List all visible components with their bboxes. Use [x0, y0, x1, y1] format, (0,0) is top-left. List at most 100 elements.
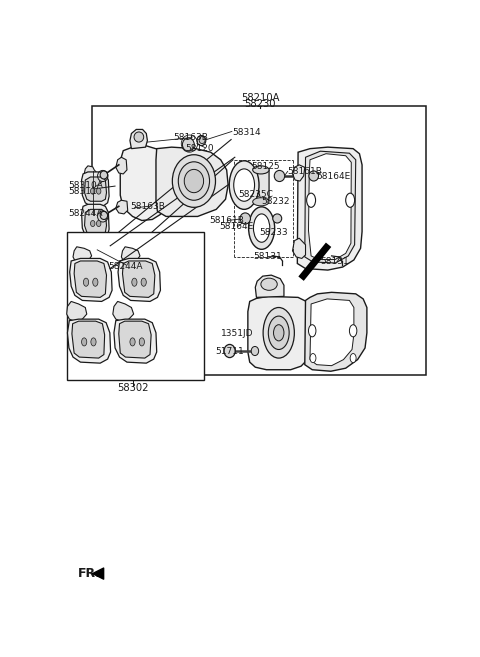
Polygon shape	[116, 200, 128, 214]
Text: 58311: 58311	[68, 187, 97, 196]
Ellipse shape	[82, 338, 87, 346]
Polygon shape	[82, 172, 109, 206]
Ellipse shape	[263, 307, 294, 358]
Text: 58161B: 58161B	[209, 216, 244, 225]
Text: 58233: 58233	[259, 228, 288, 237]
Ellipse shape	[141, 278, 146, 286]
Ellipse shape	[139, 338, 144, 346]
Text: 58302: 58302	[117, 384, 148, 394]
Ellipse shape	[172, 155, 216, 208]
Text: 58314: 58314	[232, 129, 261, 137]
Ellipse shape	[346, 193, 355, 208]
Polygon shape	[74, 261, 107, 298]
Text: 58163B: 58163B	[173, 133, 208, 142]
Text: 51711: 51711	[216, 346, 244, 355]
Polygon shape	[116, 157, 127, 174]
Text: 58230: 58230	[244, 99, 276, 109]
Polygon shape	[118, 258, 160, 302]
Text: 58232: 58232	[262, 197, 290, 206]
Ellipse shape	[184, 170, 204, 193]
Polygon shape	[309, 154, 351, 260]
Ellipse shape	[274, 325, 284, 341]
Ellipse shape	[224, 344, 235, 357]
Text: 58310A: 58310A	[68, 181, 103, 190]
Ellipse shape	[273, 214, 282, 223]
Ellipse shape	[253, 214, 270, 242]
Polygon shape	[156, 147, 228, 216]
Ellipse shape	[199, 137, 205, 144]
Ellipse shape	[249, 207, 275, 249]
Polygon shape	[297, 147, 362, 270]
Text: 58164E: 58164E	[317, 173, 351, 181]
Polygon shape	[248, 296, 310, 370]
Ellipse shape	[182, 138, 194, 151]
Polygon shape	[73, 247, 92, 263]
Polygon shape	[120, 146, 170, 221]
Ellipse shape	[240, 213, 251, 224]
Polygon shape	[292, 238, 305, 258]
Polygon shape	[310, 299, 354, 366]
Polygon shape	[113, 302, 133, 322]
Polygon shape	[82, 204, 109, 238]
Ellipse shape	[197, 135, 206, 146]
Text: 58131: 58131	[321, 258, 349, 267]
Text: 58210A: 58210A	[241, 93, 279, 102]
Polygon shape	[70, 258, 112, 302]
Polygon shape	[121, 247, 140, 263]
Polygon shape	[252, 168, 269, 203]
Polygon shape	[305, 151, 356, 263]
Ellipse shape	[309, 171, 319, 181]
Ellipse shape	[229, 161, 259, 210]
Ellipse shape	[178, 162, 210, 200]
Ellipse shape	[350, 353, 356, 363]
Ellipse shape	[252, 198, 269, 206]
Text: FR.: FR.	[78, 567, 101, 580]
Text: 58235C: 58235C	[239, 190, 274, 199]
Polygon shape	[67, 302, 87, 322]
Polygon shape	[67, 319, 110, 363]
Polygon shape	[114, 319, 156, 363]
Text: 58164E: 58164E	[219, 222, 253, 231]
Ellipse shape	[91, 338, 96, 346]
Ellipse shape	[268, 316, 289, 350]
Ellipse shape	[100, 212, 108, 219]
Ellipse shape	[274, 170, 285, 181]
Ellipse shape	[96, 188, 101, 194]
Polygon shape	[292, 165, 305, 181]
Text: 58244A: 58244A	[108, 261, 143, 271]
Text: 58163B: 58163B	[131, 202, 166, 211]
Text: 58161B: 58161B	[288, 167, 323, 176]
Polygon shape	[71, 240, 97, 260]
Polygon shape	[72, 321, 105, 358]
Ellipse shape	[132, 278, 137, 286]
Ellipse shape	[307, 193, 315, 208]
Ellipse shape	[84, 278, 89, 286]
Polygon shape	[130, 129, 147, 148]
Polygon shape	[119, 321, 151, 358]
Polygon shape	[84, 177, 107, 201]
Ellipse shape	[96, 221, 101, 227]
Ellipse shape	[310, 353, 316, 363]
Polygon shape	[122, 261, 155, 298]
Ellipse shape	[252, 166, 269, 174]
Ellipse shape	[251, 346, 259, 355]
Text: 58125: 58125	[252, 162, 280, 171]
Text: 58244A: 58244A	[68, 210, 103, 218]
Ellipse shape	[234, 169, 254, 201]
Ellipse shape	[130, 338, 135, 346]
Bar	[92, 106, 426, 374]
Ellipse shape	[349, 325, 357, 337]
Polygon shape	[305, 292, 367, 371]
Ellipse shape	[93, 278, 98, 286]
Polygon shape	[84, 166, 96, 179]
Bar	[67, 232, 204, 380]
Text: 58131: 58131	[253, 252, 282, 261]
Text: 58120: 58120	[186, 144, 215, 153]
Ellipse shape	[309, 325, 316, 337]
Ellipse shape	[134, 132, 144, 142]
Polygon shape	[84, 210, 107, 234]
Polygon shape	[255, 275, 284, 298]
Ellipse shape	[100, 171, 108, 179]
Text: 1351JD: 1351JD	[221, 329, 253, 338]
Ellipse shape	[261, 278, 277, 290]
